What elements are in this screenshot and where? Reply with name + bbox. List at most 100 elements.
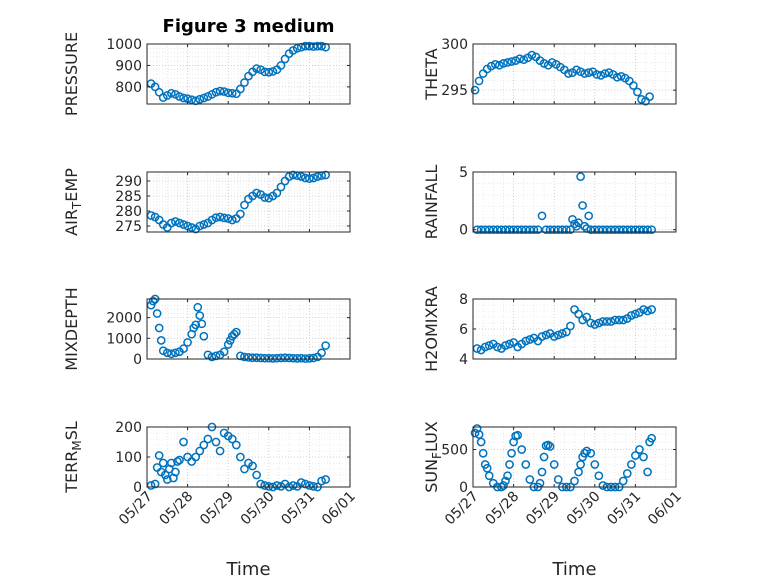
data-point — [240, 352, 249, 362]
data-point — [509, 225, 518, 235]
y-tick-label: 285 — [115, 189, 142, 205]
data-point — [272, 481, 282, 490]
data-point — [574, 467, 583, 477]
x-tick-label: 05/31 — [278, 489, 318, 529]
data-point — [197, 319, 207, 329]
data-point — [260, 193, 270, 202]
x-axis-label: Time — [225, 559, 270, 580]
data-point — [505, 460, 514, 469]
data-point — [618, 315, 628, 325]
y-tick-label: 1000 — [106, 331, 142, 347]
data-point — [517, 445, 527, 454]
y-axis-label: H2OMIXRA — [422, 286, 441, 372]
data-point — [541, 225, 551, 235]
major-grid — [473, 172, 676, 232]
data-point — [296, 172, 306, 181]
data-point — [549, 332, 559, 341]
data-point — [187, 95, 197, 105]
y-axis-label: SUNFLUX — [422, 421, 444, 493]
data-point — [610, 225, 620, 235]
y-tick-label: 2000 — [106, 311, 142, 327]
data-point — [264, 67, 274, 77]
data-point — [227, 88, 237, 98]
y-axis-label: TERRMSL — [62, 421, 84, 494]
data-point — [643, 467, 652, 477]
data-point — [590, 460, 600, 469]
data-point — [195, 311, 205, 320]
data-point — [240, 78, 249, 87]
data-point — [549, 225, 559, 235]
data-point — [519, 55, 529, 65]
x-axis-label: Time — [551, 559, 596, 580]
data-point — [175, 455, 184, 465]
data-point — [284, 172, 294, 181]
data-point — [596, 71, 606, 80]
x-tick-label: 05/30 — [238, 489, 278, 529]
data-point — [240, 200, 249, 210]
data-point — [525, 475, 535, 484]
y-tick-label: 100 — [115, 450, 142, 466]
data-point — [499, 481, 508, 490]
data-point — [643, 306, 652, 316]
y-tick-label: 275 — [115, 219, 142, 235]
data-point — [173, 457, 182, 466]
data-point — [195, 94, 205, 104]
data-point — [288, 353, 298, 363]
y-tick-label: 5 — [459, 165, 468, 181]
y-tick-label: 900 — [115, 58, 142, 74]
subplot-h2omixra: 4 6 8 H2OMIXRA — [422, 286, 677, 372]
data-point — [639, 305, 648, 314]
data-point — [618, 476, 628, 486]
data-point — [288, 170, 298, 180]
x-tick-label: 06/01 — [319, 489, 359, 529]
y-tick-label: 8 — [459, 292, 468, 308]
data-point — [305, 354, 314, 363]
data-point — [223, 214, 233, 223]
y-axis-label: THETA — [422, 48, 441, 100]
data-point — [631, 309, 640, 319]
data-point — [562, 327, 571, 337]
y-axis-label: PRESSURE — [62, 32, 81, 116]
axes-box — [472, 171, 677, 233]
data-point — [288, 481, 298, 490]
data-point — [148, 296, 158, 306]
minor-grid — [473, 44, 676, 104]
data-point — [474, 76, 484, 86]
data-point — [493, 342, 502, 352]
data-point — [639, 225, 648, 235]
data-point — [167, 88, 176, 98]
data-point — [584, 211, 594, 221]
data-point — [248, 353, 257, 363]
data-point — [626, 311, 636, 320]
data-point — [321, 475, 330, 484]
data-point — [629, 81, 638, 90]
data-point — [594, 318, 604, 328]
data-point — [272, 353, 282, 363]
data-point — [162, 475, 172, 484]
x-tick-label: 05/29 — [197, 489, 237, 529]
data-point — [501, 341, 510, 350]
y-tick-label: 0 — [459, 480, 468, 496]
data-point — [594, 471, 604, 481]
data-point — [618, 225, 628, 235]
axes-box — [472, 43, 677, 105]
data-point — [497, 225, 506, 235]
data-point — [227, 215, 237, 225]
data-point — [541, 330, 551, 340]
data-point — [647, 433, 656, 443]
data-point — [537, 332, 547, 341]
data-point — [199, 331, 209, 341]
axes-box — [472, 426, 677, 488]
data-point — [616, 71, 626, 81]
data-point — [626, 460, 636, 469]
data-point — [590, 225, 600, 235]
data-point — [586, 318, 596, 328]
data-point — [252, 470, 261, 480]
data-point — [276, 61, 286, 70]
data-point — [578, 201, 587, 210]
data-point — [193, 302, 203, 312]
x-tick-label: 05/30 — [564, 489, 604, 529]
data-point — [207, 352, 217, 362]
data-point — [501, 476, 510, 486]
